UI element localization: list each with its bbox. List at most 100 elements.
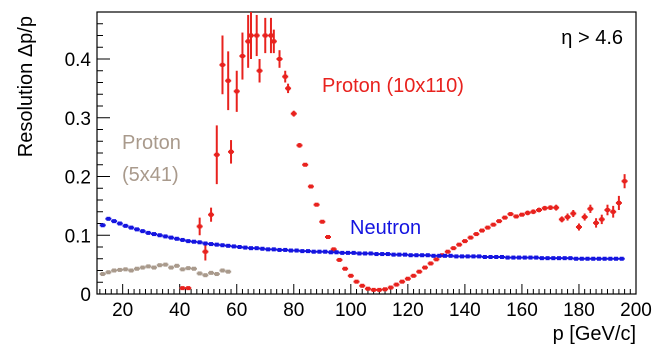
marker [169,235,174,240]
data-point [370,287,377,292]
data-point [219,268,226,273]
marker [226,78,231,83]
marker [434,257,439,262]
data-point [393,282,400,287]
data-point [282,247,289,252]
data-point [213,125,220,185]
data-point [151,232,158,237]
data-point [276,50,283,68]
data-point [484,225,491,230]
marker [574,256,579,261]
data-point [541,205,548,211]
marker [186,239,191,244]
marker [271,247,276,252]
data-point [613,256,620,261]
marker [522,255,527,260]
marker [260,246,265,251]
marker [112,219,117,224]
data-point [421,265,428,270]
marker [474,232,479,237]
marker [220,62,225,67]
data-point [156,233,163,238]
marker [385,252,390,257]
marker [314,202,319,207]
marker [388,285,393,290]
data-point [573,256,580,261]
data-point [128,225,135,230]
marker [157,263,162,268]
data-point [202,273,209,278]
marker [365,286,370,291]
marker [354,279,359,284]
marker [582,215,587,220]
marker [209,212,214,217]
y-tick-label: 0.4 [65,50,92,71]
data-point [427,261,434,266]
marker [517,255,522,260]
data-point [550,256,557,261]
data-point [561,256,568,261]
data-point [179,286,186,291]
marker [123,223,128,228]
data-point [173,236,180,241]
x-tick-label: 180 [563,300,595,321]
data-point [367,251,374,256]
data-point [384,252,391,257]
data-point [575,223,582,231]
marker [129,225,134,230]
data-point [618,256,625,261]
data-point [105,216,112,221]
marker [585,256,590,261]
marker [209,270,214,275]
data-point [185,286,192,291]
data-point [424,253,431,258]
data-point [404,276,411,281]
data-point [299,249,306,254]
data-point [533,255,540,260]
data-point [436,253,443,258]
marker [559,217,564,222]
marker [117,267,122,272]
data-point [581,213,588,221]
data-point [185,239,192,244]
data-point [450,246,457,251]
data-point [578,256,585,261]
marker [300,249,305,254]
marker [380,252,385,257]
data-point [456,242,463,247]
x-tick-label: 20 [112,300,133,321]
data-point [253,14,260,57]
marker [488,254,493,259]
data-point [470,254,477,259]
data-point [558,216,565,223]
marker [240,54,245,59]
data-point [287,248,294,253]
marker [519,212,524,217]
marker [363,251,368,256]
data-point [156,263,163,268]
marker [351,250,356,255]
marker [337,257,342,262]
marker [471,254,476,259]
data-point [527,255,534,260]
data-point [564,213,571,221]
marker [203,273,208,278]
data-point [111,219,118,224]
marker [326,235,330,240]
marker [220,243,225,248]
marker [611,209,616,214]
data-point [196,217,203,236]
data-point [379,252,386,257]
marker [562,256,567,261]
marker [286,86,291,91]
data-point [262,17,269,54]
data-point [310,249,317,254]
marker [226,269,231,274]
data-point [213,242,220,247]
marker [502,215,507,220]
annotation-neutron: Neutron [350,217,421,239]
marker [465,254,470,259]
marker [268,33,273,38]
data-point [179,237,186,242]
